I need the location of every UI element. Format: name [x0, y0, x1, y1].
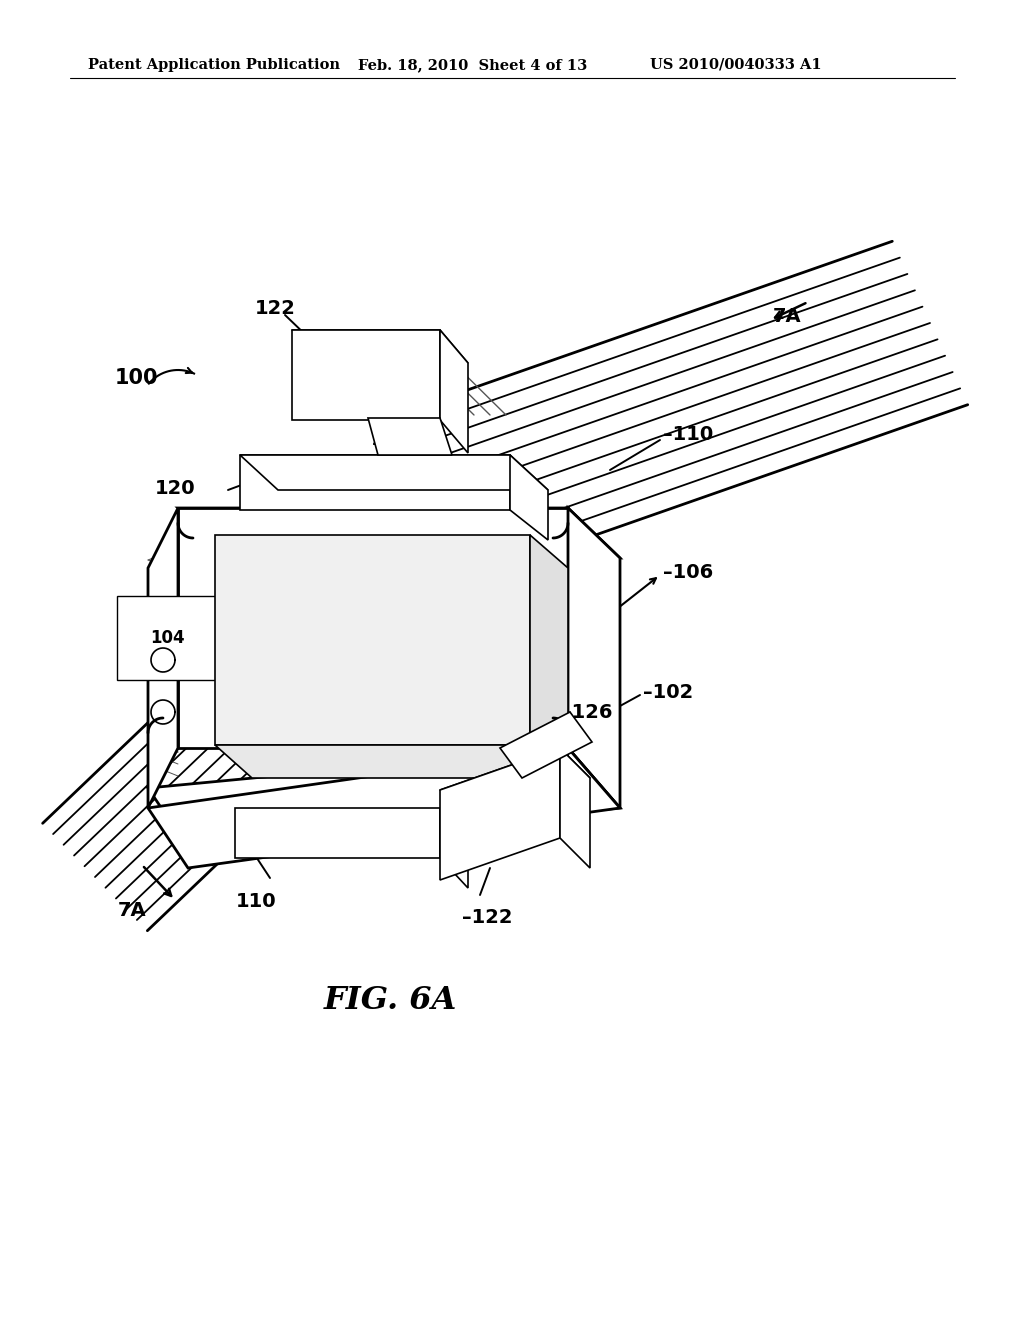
Text: US 2010/0040333 A1: US 2010/0040333 A1 [650, 58, 821, 73]
Polygon shape [148, 748, 620, 869]
Polygon shape [440, 748, 590, 820]
Polygon shape [440, 808, 468, 888]
Polygon shape [292, 330, 440, 420]
Text: 110: 110 [236, 892, 276, 911]
Polygon shape [568, 508, 620, 808]
Text: 118: 118 [358, 619, 399, 638]
Text: –106: –106 [663, 562, 714, 582]
Text: –122: –122 [462, 908, 512, 927]
Polygon shape [440, 330, 468, 453]
Polygon shape [148, 748, 620, 847]
Polygon shape [215, 535, 530, 744]
Polygon shape [148, 508, 178, 808]
Polygon shape [240, 455, 510, 510]
Text: –126: –126 [562, 702, 612, 722]
Text: 7A: 7A [773, 308, 802, 326]
Text: –102: –102 [643, 682, 693, 701]
Polygon shape [530, 535, 568, 777]
Text: 122: 122 [255, 298, 296, 318]
Text: FIG. 6A: FIG. 6A [324, 985, 457, 1016]
Polygon shape [292, 330, 468, 363]
Text: 124: 124 [372, 432, 409, 449]
Text: 7A: 7A [118, 900, 146, 920]
Text: 100: 100 [115, 368, 159, 388]
Polygon shape [234, 808, 440, 858]
Polygon shape [440, 748, 560, 880]
Polygon shape [560, 748, 590, 869]
Polygon shape [500, 711, 592, 777]
Text: –110: –110 [663, 425, 714, 445]
Polygon shape [510, 455, 548, 540]
Text: Patent Application Publication: Patent Application Publication [88, 58, 340, 73]
Polygon shape [240, 455, 548, 490]
Text: 104: 104 [150, 630, 184, 647]
Polygon shape [178, 508, 620, 558]
Polygon shape [368, 418, 452, 455]
Text: 120: 120 [155, 479, 195, 498]
Text: Feb. 18, 2010  Sheet 4 of 13: Feb. 18, 2010 Sheet 4 of 13 [358, 58, 587, 73]
Polygon shape [178, 508, 568, 748]
Polygon shape [215, 744, 568, 777]
